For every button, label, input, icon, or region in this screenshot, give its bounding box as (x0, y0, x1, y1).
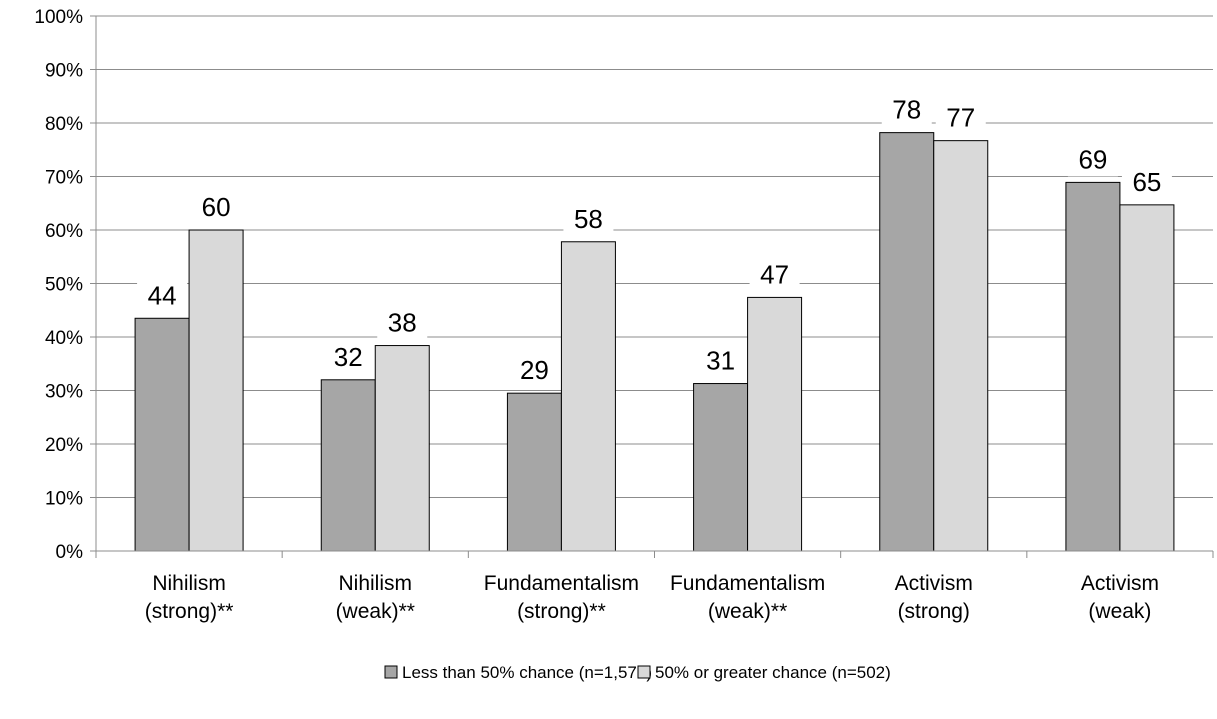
y-axis: 0% 10% 20% 30% 40% 50% 60% 70% 80% 90% 100% (34, 7, 97, 563)
y-tick-label: 100% (34, 7, 83, 28)
y-tick-label: 30% (45, 382, 83, 403)
data-labels: 44 60 32 38 29 58 31 47 78 77 69 65 (137, 93, 1172, 388)
data-label: 78 (892, 95, 921, 125)
data-label-bg (509, 354, 560, 388)
x-tick-label: Nihilism (strong)** (145, 572, 234, 623)
legend: Less than 50% chance (n=1,571) 50% or gre… (384, 663, 891, 682)
bar (1119, 204, 1175, 552)
y-tick-label: 10% (45, 489, 83, 510)
data-label: 38 (388, 308, 417, 338)
data-label-bg (881, 93, 932, 127)
data-label: 60 (202, 192, 231, 222)
y-tick-label: 20% (45, 435, 83, 456)
y-tick-label: 0% (56, 542, 84, 563)
data-label-bg (935, 101, 986, 135)
data-label-bg (749, 258, 800, 292)
x-tick-label: Nihilism (weak)** (336, 572, 415, 623)
data-label: 31 (706, 346, 735, 376)
x-tick-label: Activism (weak) (1081, 572, 1159, 623)
data-label-bg (1067, 143, 1118, 177)
legend-swatch (637, 665, 651, 679)
data-label: 65 (1132, 167, 1161, 197)
data-label: 44 (148, 280, 177, 310)
legend-swatch (384, 665, 398, 679)
bar (747, 296, 803, 552)
x-tick-label: Activism (strong) (895, 572, 973, 623)
data-label-bg (323, 340, 374, 374)
bar (693, 383, 749, 552)
bar (506, 392, 562, 552)
gridlines (96, 15, 1213, 498)
y-tick-label: 70% (45, 168, 83, 189)
data-label: 69 (1078, 144, 1107, 174)
y-tick-label: 90% (45, 61, 83, 82)
bar (134, 317, 190, 552)
data-label: 29 (520, 355, 549, 385)
legend-entry: Less than 50% chance (n=1,571) (402, 663, 652, 682)
bar (320, 379, 376, 552)
data-label: 32 (334, 342, 363, 372)
data-label-bg (377, 306, 428, 340)
data-label: 58 (574, 204, 603, 234)
bar (188, 229, 244, 552)
bar (374, 345, 430, 552)
y-tick-label: 80% (45, 114, 83, 135)
y-tick-label: 50% (45, 275, 83, 296)
y-tick-label: 40% (45, 328, 83, 349)
bar (560, 241, 616, 552)
bar (1065, 181, 1121, 552)
x-tick-label: Fundamentalism (weak)** (670, 572, 825, 623)
bar (933, 140, 989, 552)
data-label-bg (191, 191, 242, 224)
y-tick-label: 60% (45, 221, 83, 242)
bar (879, 132, 935, 552)
x-axis: Nihilism (strong)** Nihilism (weak)** Fundam… (95, 550, 1214, 623)
data-label-bg (695, 344, 746, 378)
data-label-bg (563, 202, 614, 236)
data-label: 47 (760, 259, 789, 289)
data-label-bg (137, 279, 188, 313)
data-label-bg (1121, 165, 1172, 199)
data-label: 77 (946, 103, 975, 133)
x-tick-label: Fundamentalism (strong)** (484, 572, 639, 623)
bars (134, 132, 1175, 552)
legend-entry: 50% or greater chance (n=502) (655, 663, 891, 682)
